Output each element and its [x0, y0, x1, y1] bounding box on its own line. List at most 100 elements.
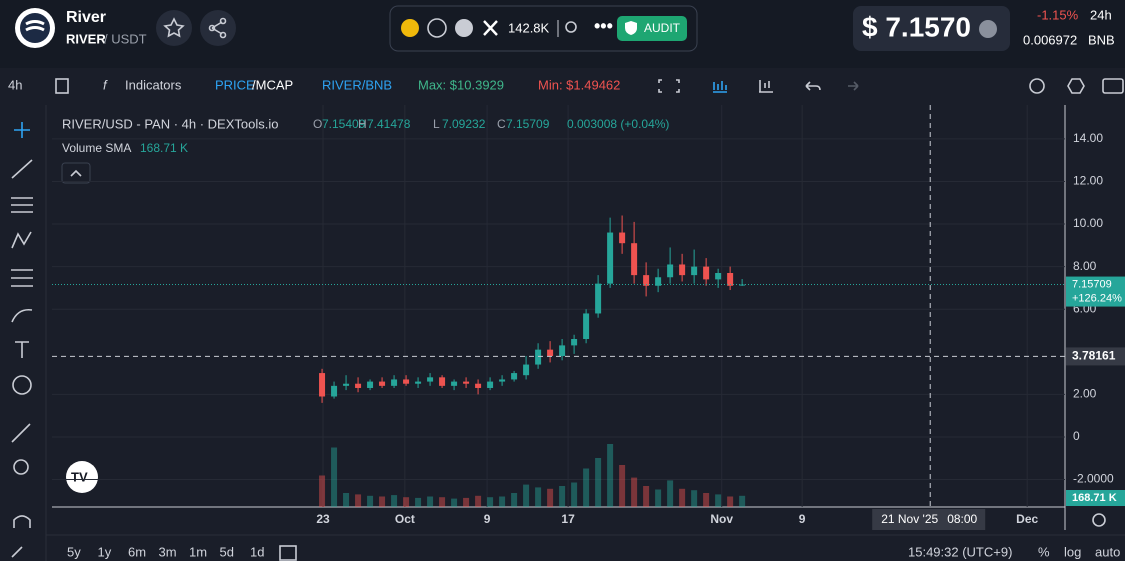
telegram-icon[interactable] — [455, 19, 473, 37]
y-tick-label: 14.00 — [1073, 131, 1103, 145]
x-tick-label: 23 — [316, 512, 330, 526]
followers: 142.8K — [508, 20, 550, 35]
candle-body — [571, 339, 578, 346]
indicators[interactable]: Indicators — [125, 77, 182, 92]
range-button[interactable]: 5d — [220, 544, 234, 559]
candle-body — [643, 275, 650, 286]
info-icon[interactable] — [979, 20, 997, 38]
volume-bar — [451, 498, 458, 507]
x-icon[interactable] — [483, 20, 498, 36]
settings-icon[interactable] — [1067, 78, 1085, 94]
range-button[interactable]: 3m — [159, 544, 177, 559]
volume-axis-label: 168.71 K — [1072, 492, 1117, 504]
candle-body — [523, 364, 530, 376]
candle-body — [559, 345, 566, 357]
min-price: Min: $1.49462 — [538, 77, 620, 92]
volume-bar — [343, 493, 350, 507]
bars-icon[interactable] — [713, 81, 727, 93]
candle-body — [535, 349, 542, 365]
candle-body — [655, 277, 662, 286]
range-button[interactable]: 1d — [250, 544, 264, 559]
candle-body — [439, 377, 446, 386]
price-toggle[interactable]: PRICE — [215, 77, 255, 92]
y-tick-label: -2.0000 — [1073, 472, 1114, 486]
volume-bar — [559, 486, 566, 507]
log-toggle[interactable]: log — [1064, 544, 1081, 559]
dextscore-icon[interactable] — [401, 19, 419, 37]
volume-bar — [319, 475, 326, 507]
candle-body — [487, 381, 494, 388]
share-button[interactable] — [200, 10, 236, 46]
drawing-tools[interactable] — [11, 122, 33, 558]
candle-body — [691, 266, 698, 276]
favorite-button[interactable] — [156, 10, 192, 46]
range-button[interactable]: 6m — [128, 544, 146, 559]
axis-settings[interactable] — [1092, 513, 1106, 527]
candle-type-icon[interactable] — [55, 78, 69, 94]
camera-icon[interactable] — [1102, 78, 1124, 94]
range-button[interactable]: 1m — [189, 544, 207, 559]
redo-icon[interactable] — [848, 81, 859, 91]
ohlc-letter: C — [497, 117, 506, 131]
fx-icon[interactable]: f — [103, 77, 108, 92]
candle-body — [619, 232, 626, 244]
volume-bar — [547, 488, 554, 507]
x-tick-label: Oct — [395, 512, 415, 526]
candle-body — [607, 232, 614, 284]
bnb-unit: BNB — [1088, 32, 1115, 47]
token-name: River — [66, 9, 106, 26]
candle-body — [427, 377, 434, 382]
fullscreen-icon[interactable] — [658, 79, 680, 93]
volume-bar — [607, 444, 614, 507]
change-24h: -1.15% — [1037, 7, 1079, 22]
ohlc-value: 7.15709 — [506, 117, 550, 131]
volume-bar — [463, 497, 470, 507]
range-button[interactable]: 1y — [98, 544, 112, 559]
volume-bar — [571, 482, 578, 507]
volume-bar — [727, 496, 734, 507]
volume-sma: 168.71 K — [140, 141, 188, 155]
ohlc-letter: O — [313, 117, 322, 131]
volume-bar — [475, 495, 482, 507]
volume-bar — [415, 497, 422, 507]
collapse-button[interactable] — [61, 162, 91, 184]
range-button[interactable]: 5y — [67, 544, 81, 559]
period: 24h — [1090, 7, 1112, 22]
candle-body — [727, 272, 734, 286]
candle-body — [631, 243, 638, 276]
volume-bar — [439, 497, 446, 507]
pair-toggle[interactable]: RIVER/BNB — [322, 77, 392, 92]
y-tick-label: 0 — [1073, 429, 1080, 443]
auto-toggle[interactable]: auto — [1095, 544, 1120, 559]
y-tick-label: 12.00 — [1073, 174, 1103, 188]
volume-bar — [643, 486, 650, 507]
interval[interactable]: 4h — [8, 77, 22, 92]
price-box — [853, 6, 1010, 51]
volume-bar — [667, 480, 674, 507]
more-icon[interactable]: ••• — [594, 16, 613, 36]
candle-body — [463, 381, 470, 384]
audit-label: AUDIT — [644, 21, 681, 35]
website-icon[interactable] — [427, 18, 447, 38]
candle-body — [475, 383, 482, 388]
candle-body — [715, 272, 722, 280]
volume-bar — [487, 497, 494, 507]
volume-bar — [355, 494, 362, 507]
alert-icon[interactable] — [1029, 78, 1045, 94]
tv-logo[interactable] — [66, 461, 98, 493]
undo-icon[interactable] — [805, 81, 821, 91]
search-icon[interactable] — [565, 21, 577, 33]
chart-icon[interactable] — [759, 80, 773, 93]
mcap-toggle[interactable]: /MCAP — [252, 77, 293, 92]
x-tick-label: 17 — [561, 512, 575, 526]
candle-body — [667, 264, 674, 278]
pair-base: RIVER — [66, 31, 106, 46]
percent-toggle[interactable]: % — [1038, 544, 1050, 559]
crosshair-time-box — [872, 509, 986, 530]
date-range-icon[interactable] — [279, 545, 297, 561]
y-tick-label: 2.00 — [1073, 387, 1097, 401]
x-tick-label: 9 — [799, 512, 806, 526]
